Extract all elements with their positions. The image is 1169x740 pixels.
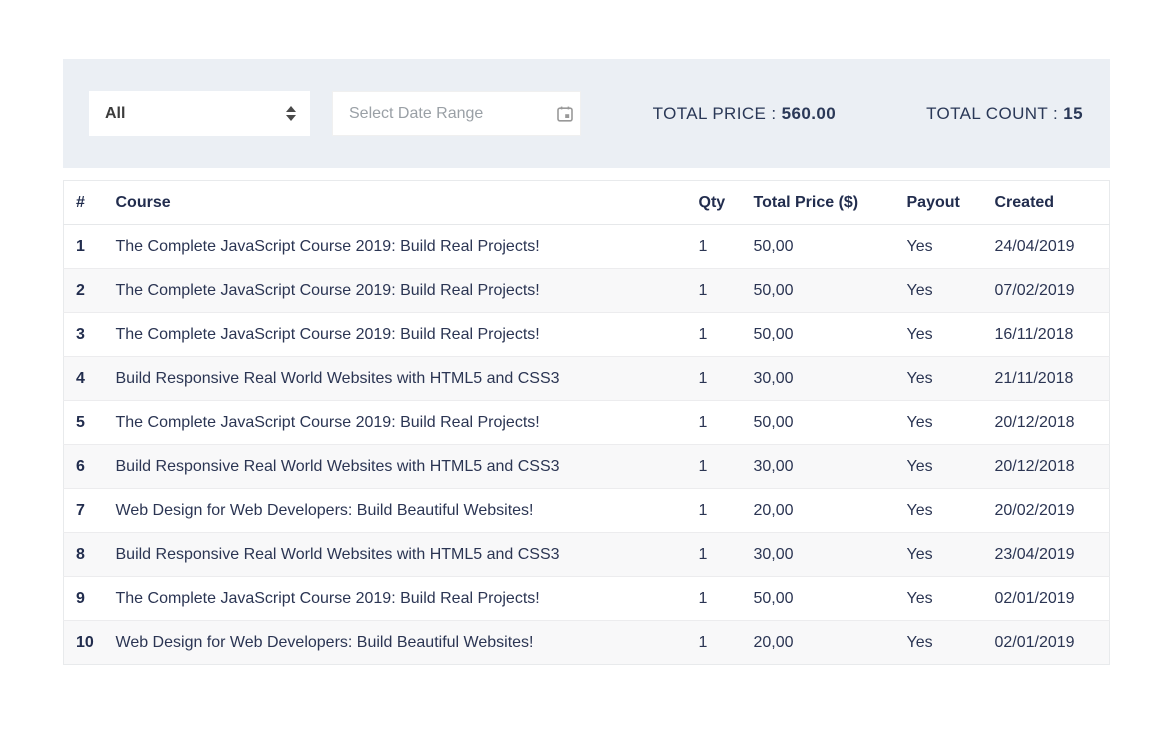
qty-cell: 1 <box>698 281 708 299</box>
course-cell: The Complete JavaScript Course 2019: Bui… <box>115 237 540 255</box>
total-price-cell: 30,00 <box>753 369 794 387</box>
total-price-value: 560.00 <box>781 103 837 123</box>
total-count: TOTAL COUNT : 15 <box>926 104 1083 124</box>
created-cell: 20/12/2018 <box>994 413 1075 431</box>
created-cell: 20/12/2018 <box>994 457 1075 475</box>
course-cell: The Complete JavaScript Course 2019: Bui… <box>115 325 540 343</box>
total-price: TOTAL PRICE : 560.00 <box>653 104 836 124</box>
orders-table-wrap: # Course Qty Total Price ($) Payout Crea… <box>63 180 1110 665</box>
created-cell: 23/04/2019 <box>994 545 1075 563</box>
qty-cell: 1 <box>698 501 708 519</box>
created-cell: 24/04/2019 <box>994 237 1075 255</box>
table-row: 3 The Complete JavaScript Course 2019: B… <box>63 312 1110 357</box>
table-header-row: # Course Qty Total Price ($) Payout Crea… <box>63 180 1110 225</box>
course-cell: The Complete JavaScript Course 2019: Bui… <box>115 281 540 299</box>
category-select[interactable]: All <box>89 91 310 136</box>
page-container: All TOTAL PRICE : 560.00 TOTAL COUNT : <box>63 59 1110 665</box>
payout-cell: Yes <box>906 633 933 651</box>
total-price-label: TOTAL PRICE : <box>652 103 777 123</box>
total-price-cell: 50,00 <box>753 325 794 343</box>
created-cell: 20/02/2019 <box>994 501 1075 519</box>
row-index-cell: 5 <box>76 413 85 431</box>
table-row: 4 Build Responsive Real World Websites w… <box>63 356 1110 401</box>
payout-cell: Yes <box>906 325 933 343</box>
payout-cell: Yes <box>906 545 933 563</box>
select-updown-icon <box>286 106 296 121</box>
payout-cell: Yes <box>906 589 933 607</box>
total-price-cell: 50,00 <box>753 589 794 607</box>
course-cell: The Complete JavaScript Course 2019: Bui… <box>115 413 540 431</box>
total-price-cell: 30,00 <box>753 545 794 563</box>
filter-bar: All TOTAL PRICE : 560.00 TOTAL COUNT : <box>63 59 1110 168</box>
qty-cell: 1 <box>698 633 708 651</box>
col-header-created: Created <box>982 180 1110 225</box>
row-index-cell: 2 <box>76 281 85 299</box>
total-price-cell: 50,00 <box>753 237 794 255</box>
course-cell: Build Responsive Real World Websites wit… <box>115 545 560 563</box>
qty-cell: 1 <box>698 545 708 563</box>
course-cell: Web Design for Web Developers: Build Bea… <box>115 633 534 651</box>
total-price-cell: 20,00 <box>753 633 794 651</box>
row-index-cell: 1 <box>76 237 85 255</box>
created-cell: 02/01/2019 <box>994 589 1075 607</box>
total-price-cell: 30,00 <box>753 457 794 475</box>
total-price-cell: 20,00 <box>753 501 794 519</box>
total-price-cell: 50,00 <box>753 281 794 299</box>
table-row: 9 The Complete JavaScript Course 2019: B… <box>63 576 1110 621</box>
table-row: 5 The Complete JavaScript Course 2019: B… <box>63 400 1110 445</box>
table-row: 2 The Complete JavaScript Course 2019: B… <box>63 268 1110 313</box>
payout-cell: Yes <box>906 369 933 387</box>
calendar-icon[interactable] <box>556 105 574 123</box>
total-price-cell: 50,00 <box>753 413 794 431</box>
date-range-field <box>332 91 581 136</box>
qty-cell: 1 <box>698 413 708 431</box>
total-count-label: TOTAL COUNT : <box>926 103 1059 123</box>
col-header-total-price: Total Price ($) <box>741 180 895 225</box>
course-cell: Build Responsive Real World Websites wit… <box>115 369 560 387</box>
qty-cell: 1 <box>698 457 708 475</box>
qty-cell: 1 <box>698 325 708 343</box>
col-header-qty: Qty <box>686 180 742 225</box>
date-range-input[interactable] <box>349 104 556 123</box>
payout-cell: Yes <box>906 413 933 431</box>
total-count-value: 15 <box>1063 103 1083 123</box>
payout-cell: Yes <box>906 237 933 255</box>
created-cell: 07/02/2019 <box>994 281 1075 299</box>
created-cell: 16/11/2018 <box>994 325 1074 343</box>
col-header-course: Course <box>103 180 687 225</box>
row-index-cell: 6 <box>76 457 85 475</box>
row-index-cell: 4 <box>76 369 85 387</box>
col-header-index: # <box>63 180 104 225</box>
created-cell: 02/01/2019 <box>994 633 1075 651</box>
table-body: 1 The Complete JavaScript Course 2019: B… <box>63 224 1110 665</box>
course-cell: Build Responsive Real World Websites wit… <box>115 457 560 475</box>
table-row: 8 Build Responsive Real World Websites w… <box>63 532 1110 577</box>
row-index-cell: 10 <box>76 633 94 651</box>
table-row: 1 The Complete JavaScript Course 2019: B… <box>63 224 1110 269</box>
col-header-payout: Payout <box>894 180 983 225</box>
created-cell: 21/11/2018 <box>994 369 1074 387</box>
row-index-cell: 7 <box>76 501 85 519</box>
category-select-value: All <box>105 104 126 122</box>
course-cell: The Complete JavaScript Course 2019: Bui… <box>115 589 540 607</box>
qty-cell: 1 <box>698 237 708 255</box>
row-index-cell: 8 <box>76 545 85 563</box>
payout-cell: Yes <box>906 281 933 299</box>
orders-table: # Course Qty Total Price ($) Payout Crea… <box>63 180 1110 665</box>
course-cell: Web Design for Web Developers: Build Bea… <box>115 501 534 519</box>
table-row: 10 Web Design for Web Developers: Build … <box>63 620 1110 665</box>
payout-cell: Yes <box>906 501 933 519</box>
qty-cell: 1 <box>698 589 708 607</box>
payout-cell: Yes <box>906 457 933 475</box>
table-row: 6 Build Responsive Real World Websites w… <box>63 444 1110 489</box>
table-row: 7 Web Design for Web Developers: Build B… <box>63 488 1110 533</box>
row-index-cell: 3 <box>76 325 85 343</box>
row-index-cell: 9 <box>76 589 85 607</box>
qty-cell: 1 <box>698 369 708 387</box>
